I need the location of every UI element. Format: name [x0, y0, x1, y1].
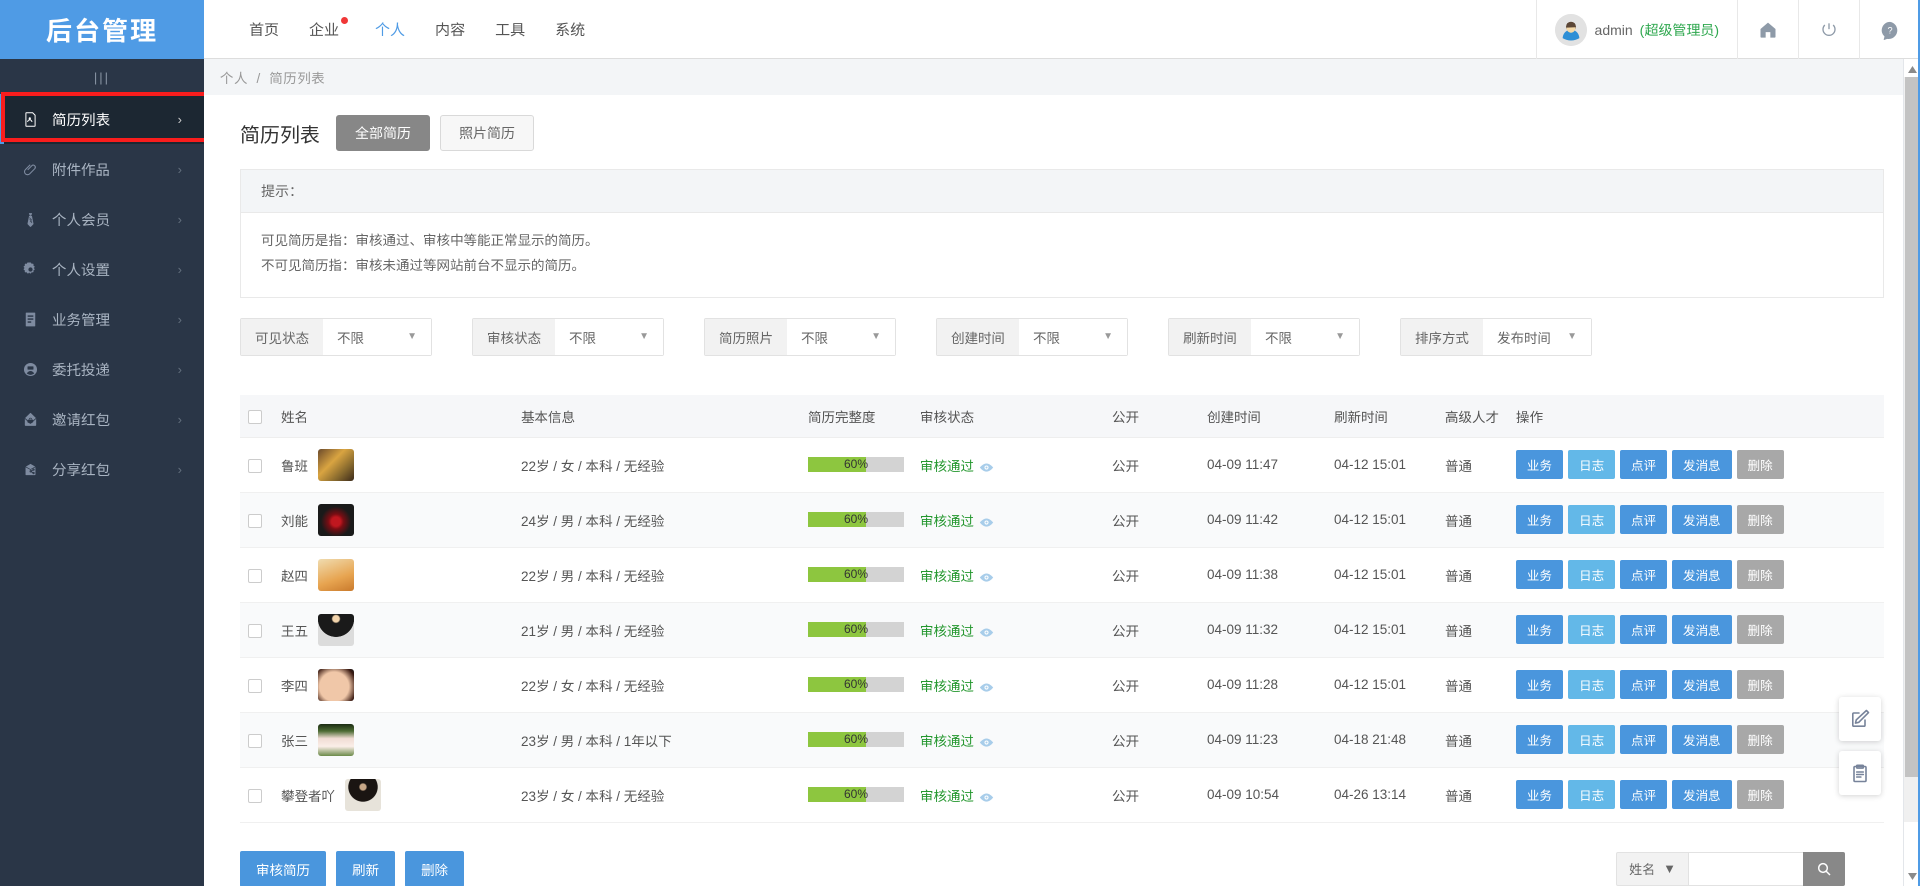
svg-text:?: ?: [1887, 25, 1892, 35]
